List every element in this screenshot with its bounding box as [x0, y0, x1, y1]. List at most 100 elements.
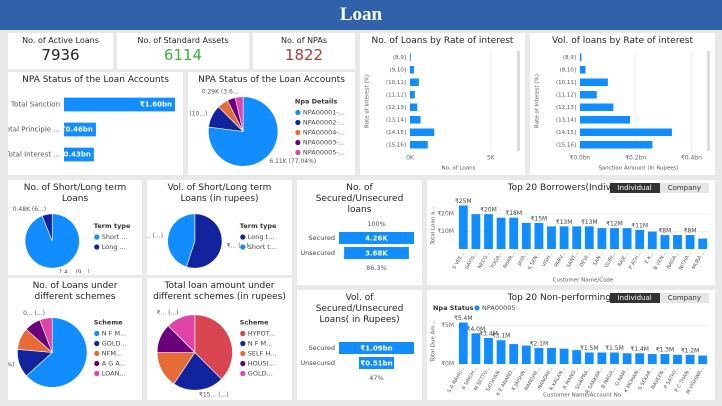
- toggle: Individual Company: [609, 183, 709, 193]
- data-label: ₹11M: [631, 222, 648, 229]
- chart-title: Total loan amount under different scheme…: [153, 281, 286, 302]
- data-label: ₹4.0M: [467, 326, 486, 333]
- x-tick-label: ₹0.0bn: [570, 155, 591, 162]
- chart: Secured ₹1.09bn Unsecured ₹0.51bn 47%: [300, 342, 414, 382]
- kpi-card: No. of NPAs 1822: [253, 33, 355, 69]
- bar: [410, 78, 419, 86]
- bar: [673, 354, 682, 364]
- y-tick-label: (10,11]: [556, 80, 576, 86]
- x-axis-label: Sanction Amount (In Rupees): [598, 166, 678, 172]
- category-label: Secured: [309, 234, 335, 242]
- chart: Total Sanction ₹1.60bn Total Principle ...…: [8, 97, 175, 162]
- category-label: Unsecured: [300, 359, 335, 367]
- legend-title: Scheme: [240, 319, 269, 327]
- x-tick-label: PHAR...: [502, 250, 517, 269]
- category-label: Secured: [309, 344, 335, 352]
- bar: [559, 226, 569, 249]
- bar: [584, 226, 594, 249]
- legend-swatch: [240, 244, 246, 250]
- bar: [547, 347, 556, 364]
- legend-label: NFM...: [102, 350, 122, 358]
- toggle-button[interactable]: Company: [659, 293, 709, 303]
- toggle-button[interactable]: Individual: [609, 293, 660, 303]
- legend-title: Term type: [94, 222, 131, 230]
- bar: [698, 238, 708, 249]
- data-label: ₹1.5M: [580, 345, 599, 352]
- data-label: 0.83K (10...): [188, 110, 207, 117]
- bar: [458, 322, 468, 364]
- scrollbar: [517, 51, 520, 151]
- pie-slice: [167, 314, 196, 354]
- x-tick-label: E K...: [644, 250, 656, 264]
- data-label: 1.04K (13.16%): [8, 362, 14, 369]
- bar: [597, 228, 607, 249]
- toggle-button[interactable]: Company: [659, 183, 709, 193]
- y-tick-label: ₹0M: [441, 361, 454, 368]
- toggle: Individual Company: [609, 293, 709, 303]
- chart: 6.11K (77.04%) 0.83K (10...) 0.29K (3.6...…: [188, 88, 345, 167]
- data-label: ₹12M: [606, 221, 623, 228]
- bar: [584, 352, 594, 364]
- chart-title: Vol. of Secured/Unsecured Loans( in Rupe…: [315, 293, 404, 325]
- x-tick-label: ₹0.2bn: [625, 155, 646, 162]
- chart: 7.4... (9...) 0.48K (6...) Term type Short …: [13, 206, 131, 273]
- data-label: ₹1.60bn: [140, 101, 172, 109]
- chart-panel: No. of Short/Long term Loans 7.4... (9...…: [8, 180, 142, 275]
- legend-swatch: [474, 305, 480, 311]
- pie-slice: [234, 96, 244, 132]
- legend-swatch: [94, 330, 100, 337]
- scrollbar: [707, 51, 710, 151]
- y-tick-label: Total Principle ...: [8, 126, 60, 134]
- pie-slice: [173, 352, 222, 391]
- data-label: ₹... (...): [157, 310, 179, 317]
- legend-label: Long t...: [248, 233, 275, 241]
- data-label: 3.68K: [365, 250, 388, 258]
- y-tick-label: (14,15]: [386, 130, 406, 136]
- x-tick-label: YOGA...: [489, 250, 504, 270]
- kpi-value: 7936: [41, 46, 80, 64]
- chart: Rate of Interest (%) Sanction Amount (In …: [535, 51, 710, 172]
- toggle-button[interactable]: Individual: [609, 183, 660, 193]
- data-label: ₹... (...): [147, 232, 163, 239]
- chart-panel: No. of Loans by Rate of interest Rate of …: [360, 33, 525, 175]
- funnel-top-label: 100%: [367, 220, 386, 228]
- bar: [580, 141, 653, 149]
- kpi-value: 6114: [163, 46, 203, 64]
- x-tick-label: 5K: [487, 155, 496, 162]
- legend-swatch: [240, 340, 246, 347]
- data-label: ₹0.51bn: [360, 360, 392, 368]
- bar: [610, 228, 619, 249]
- data-label: ₹20M: [480, 207, 497, 214]
- data-label: ₹15M: [531, 215, 548, 222]
- legend-label: N F M...: [248, 340, 273, 348]
- legend-label: GOLD...: [102, 340, 127, 348]
- bar: [410, 53, 411, 61]
- bar: [496, 340, 506, 364]
- legend-label: Short t...: [248, 243, 276, 251]
- legend-label: Long ...: [102, 243, 126, 251]
- chart-title: No. of Short/Long term Loans: [23, 183, 127, 204]
- data-label: ₹... (...): [227, 243, 249, 250]
- data-label: 6.11K (77.04%): [269, 158, 316, 165]
- data-label: ₹1.2M: [681, 347, 700, 354]
- bar: [509, 344, 519, 364]
- legend-label: NPA00005: [482, 304, 516, 312]
- y-tick-label: ₹5M: [441, 322, 454, 329]
- data-label: ₹5.4M: [454, 315, 473, 322]
- y-tick-label: (8,9]: [563, 55, 576, 61]
- legend-label: NPA00001-...: [303, 109, 345, 117]
- kpi-card: No. of Active Loans 7936: [8, 33, 113, 69]
- y-tick-label: (13,14]: [556, 117, 576, 123]
- chart-panel: Top 20 Borrowers(Individuals) Individual C…: [427, 180, 715, 285]
- legend-label: A G A...: [102, 360, 126, 368]
- bar: [698, 355, 708, 364]
- bar: [484, 214, 493, 249]
- y-tick-label: (9,10]: [559, 67, 576, 73]
- y-tick-label: Total Interest ...: [8, 151, 60, 159]
- chart-title: Vol. of loans by Rate of interest: [552, 36, 693, 46]
- bar: [660, 354, 670, 364]
- legend-title: Term type: [240, 222, 277, 230]
- funnel-bar: [344, 247, 409, 259]
- legend-swatch: [240, 360, 246, 367]
